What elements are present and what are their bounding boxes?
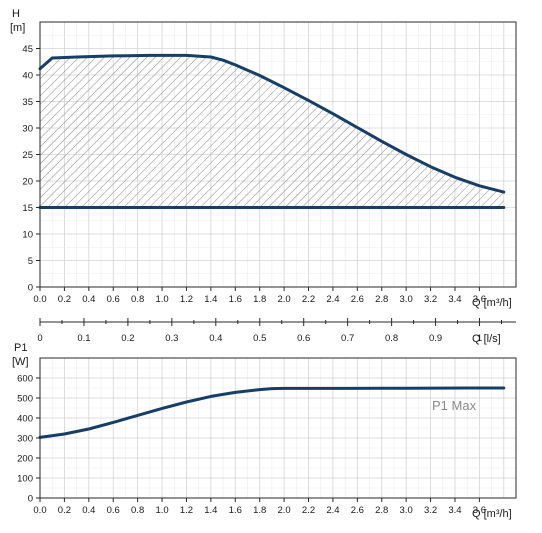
ls-tick-label: 0.1: [77, 333, 90, 344]
ls-tick-label: 0.5: [253, 333, 266, 344]
head-ylabel: H: [12, 8, 20, 20]
x-tick-label: 1.2: [180, 505, 193, 516]
head-chart: 0 5 10 15 20 25 30 35 40 45 0.0 0.2 0.4 0.6 0.8 1.0 1.2…: [10, 8, 517, 309]
x-tick-label: 2.2: [302, 505, 315, 516]
x-tick-label: 1.0: [155, 294, 168, 305]
head-area-fill: [40, 55, 504, 208]
x-tick-label: 2.8: [375, 505, 388, 516]
ls-tick-label: 1: [477, 333, 482, 344]
flow-ls-axis: 0 0.1 0.2 0.3 0.4 0.5 0.6 0.7 0.8 0.9 1 Q [l/s]: [37, 318, 516, 345]
ls-tick-label: 0: [37, 333, 42, 344]
y-tick-label: 0: [28, 494, 33, 505]
head-ylabel-unit: [m]: [10, 22, 25, 34]
y-tick-label: 40: [22, 71, 33, 82]
power-p1-max-curve: [38, 386, 506, 439]
x-tick-label: 3.0: [400, 294, 413, 305]
x-tick-label: 3.0: [400, 505, 413, 516]
x-tick-label: 2.8: [375, 294, 388, 305]
x-tick-label: 0.0: [33, 294, 46, 305]
y-tick-label: 45: [22, 44, 33, 55]
x-tick-label: 0.8: [131, 294, 144, 305]
x-tick-label: 3.4: [448, 505, 461, 516]
x-tick-label: 3.6: [473, 505, 486, 516]
x-tick-label: 0.2: [58, 505, 71, 516]
power-grid: [39, 357, 517, 499]
x-tick-label: 2.6: [351, 294, 364, 305]
ls-tick-label: 0.3: [165, 333, 178, 344]
x-tick-label: 1.4: [204, 505, 217, 516]
y-tick-label: 400: [17, 414, 33, 425]
x-tick-label: 1.0: [155, 505, 168, 516]
x-tick-label: 0.6: [107, 294, 120, 305]
ls-tick-label: 0.6: [297, 333, 310, 344]
x-tick-label: 0.4: [82, 294, 95, 305]
x-tick-label: 1.2: [180, 294, 193, 305]
head-xlabel: Q [m³/h]: [472, 297, 512, 309]
y-tick-label: 15: [22, 203, 33, 214]
power-xlabel: Q [m³/h]: [472, 508, 512, 520]
ls-tick-label: 0.7: [341, 333, 354, 344]
x-tick-label: 2.0: [277, 294, 290, 305]
ls-tick-label: 0.8: [385, 333, 398, 344]
head-max-curve: [38, 53, 506, 194]
y-tick-label: 100: [17, 474, 33, 485]
x-tick-label: 3.6: [473, 294, 486, 305]
power-y-ticks: 0 100 200 300 400 500 600: [17, 374, 40, 505]
head-x-ticks: 0.0 0.2 0.4 0.6 0.8 1.0 1.2 1.4 1.6 1.8 2.0 2.2 2.4 2…: [33, 287, 486, 305]
x-tick-label: 3.2: [424, 294, 437, 305]
x-tick-label: 2.6: [351, 505, 364, 516]
x-tick-label: 2.2: [302, 294, 315, 305]
y-tick-label: 200: [17, 454, 33, 465]
power-ylabel-unit: [W]: [12, 356, 29, 368]
y-tick-label: 35: [22, 97, 33, 108]
x-tick-label: 0.0: [33, 505, 46, 516]
power-chart: 0 100 200 300 400 500 600 0.0 0.2 0.4 0.6 0.8 1.0 1.…: [12, 342, 517, 520]
head-y-ticks: 0 5 10 15 20 25 30 35 40 45: [22, 44, 40, 294]
y-tick-label: 500: [17, 394, 33, 405]
ls-tick-label: 0.2: [121, 333, 134, 344]
x-tick-label: 2.4: [326, 294, 339, 305]
ls-tick-label: 0.4: [209, 333, 222, 344]
power-x-ticks: 0.0 0.2 0.4 0.6 0.8 1.0 1.2 1.4 1.6 1.8 2.0 2.2 2.4 2…: [33, 498, 486, 516]
flow-ls-ticks: 0 0.1 0.2 0.3 0.4 0.5 0.6 0.7 0.8 0.9 1: [37, 318, 502, 344]
x-tick-label: 0.6: [107, 505, 120, 516]
x-tick-label: 1.6: [229, 505, 242, 516]
y-tick-label: 600: [17, 374, 33, 385]
flow-ls-xlabel: Q [l/s]: [472, 333, 501, 345]
x-tick-label: 3.2: [424, 505, 437, 516]
x-tick-label: 2.0: [277, 505, 290, 516]
y-tick-label: 300: [17, 434, 33, 445]
x-tick-label: 2.4: [326, 505, 339, 516]
x-tick-label: 1.8: [253, 294, 266, 305]
x-tick-label: 3.4: [448, 294, 461, 305]
y-tick-label: 10: [22, 230, 33, 241]
x-tick-label: 0.8: [131, 505, 144, 516]
x-tick-label: 0.4: [82, 505, 95, 516]
x-tick-label: 1.6: [229, 294, 242, 305]
y-tick-label: 20: [22, 177, 33, 188]
x-tick-label: 0.2: [58, 294, 71, 305]
x-tick-label: 1.8: [253, 505, 266, 516]
p1-max-annotation: P1 Max: [432, 398, 477, 413]
ls-tick-label: 0.9: [429, 333, 442, 344]
y-tick-label: 30: [22, 124, 33, 135]
power-ylabel: P1: [14, 342, 27, 354]
power-plot-frame: [39, 357, 517, 499]
y-tick-label: 0: [28, 283, 33, 294]
y-tick-label: 5: [28, 256, 33, 267]
y-tick-label: 25: [22, 150, 33, 161]
x-tick-label: 1.4: [204, 294, 217, 305]
